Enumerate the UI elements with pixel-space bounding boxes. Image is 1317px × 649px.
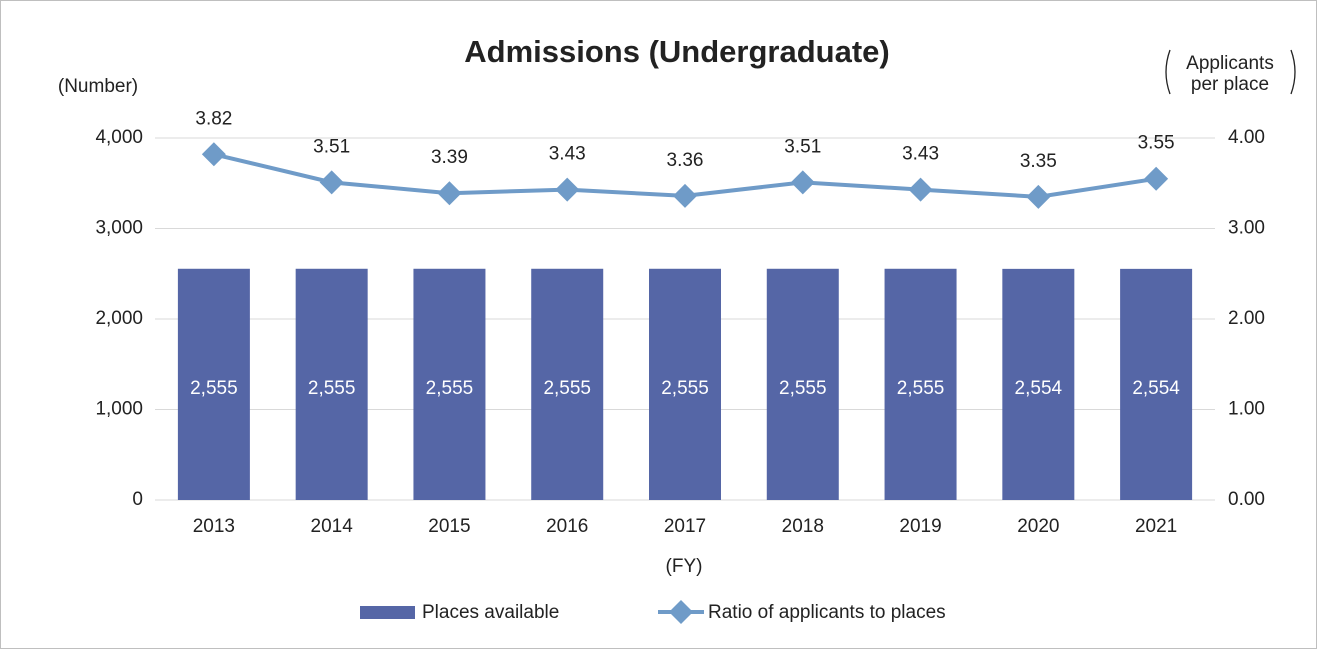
- bar: [177, 268, 250, 500]
- y2-tick-label: 2.00: [1228, 308, 1265, 329]
- bar: [1002, 268, 1075, 500]
- marker: [790, 170, 815, 195]
- x-tick-label: 2019: [899, 516, 941, 537]
- legend-swatch: [360, 606, 415, 619]
- x-tick-label: 2014: [311, 516, 354, 537]
- bar-value-label: 2,555: [897, 378, 945, 399]
- bar: [413, 268, 486, 500]
- y-tick-label: 3,000: [95, 218, 143, 239]
- x-tick-label: 2016: [546, 516, 588, 537]
- point-value-label: 3.35: [1020, 151, 1057, 172]
- marker: [201, 142, 226, 167]
- point-value-label: 3.43: [549, 144, 586, 165]
- y2-axis-label: Applicants: [1186, 53, 1274, 74]
- x-tick-label: 2013: [193, 516, 235, 537]
- x-tick-label: 2021: [1135, 516, 1177, 537]
- bar: [649, 268, 721, 500]
- y-tick-label: 4,000: [95, 127, 143, 148]
- bar-value-label: 2,555: [779, 378, 827, 399]
- bar-value-label: 2,555: [426, 378, 474, 399]
- y2-axis-label: per place: [1191, 74, 1269, 95]
- point-value-label: 3.55: [1138, 133, 1175, 154]
- bar-value-label: 2,555: [190, 378, 238, 399]
- y2-tick-label: 1.00: [1228, 399, 1265, 420]
- bar: [1120, 268, 1193, 500]
- bar-value-label: 2,554: [1132, 378, 1180, 399]
- bar-value-label: 2,555: [661, 378, 709, 399]
- legend-label: Ratio of applicants to places: [708, 602, 946, 623]
- point-value-label: 3.51: [313, 136, 350, 157]
- marker: [673, 183, 697, 208]
- chart-title: Admissions (Undergraduate): [464, 34, 889, 69]
- bar-value-label: 2,555: [543, 378, 591, 399]
- bar: [766, 268, 839, 500]
- x-tick-label: 2015: [428, 516, 470, 537]
- bar-value-label: 2,554: [1015, 378, 1063, 399]
- bar-value-label: 2,555: [308, 378, 356, 399]
- bar: [295, 268, 368, 500]
- legend-label: Places available: [422, 602, 559, 623]
- y-tick-label: 2,000: [95, 308, 143, 329]
- bracket: [1290, 49, 1296, 95]
- legend-swatch: [669, 600, 693, 624]
- x-tick-label: 2020: [1017, 516, 1059, 537]
- marker: [908, 177, 933, 202]
- x-tick-label: 2017: [664, 516, 706, 537]
- bar: [531, 268, 604, 500]
- marker: [1144, 166, 1169, 191]
- point-value-label: 3.43: [902, 144, 939, 165]
- bracket: [1165, 49, 1171, 95]
- y2-tick-label: 0.00: [1228, 489, 1265, 510]
- marker: [319, 170, 344, 195]
- point-value-label: 3.51: [784, 136, 821, 157]
- y-tick-label: 0: [132, 489, 143, 510]
- marker: [437, 181, 462, 206]
- point-value-label: 3.82: [195, 108, 232, 129]
- y2-tick-label: 4.00: [1228, 127, 1265, 148]
- marker: [555, 177, 580, 202]
- x-axis-label: (FY): [666, 556, 703, 577]
- marker: [1026, 184, 1051, 209]
- bar: [884, 268, 957, 500]
- x-tick-label: 2018: [782, 516, 824, 537]
- y-tick-label: 1,000: [95, 399, 143, 420]
- point-value-label: 3.39: [431, 147, 468, 168]
- point-value-label: 3.36: [667, 150, 704, 171]
- y-axis-label: (Number): [58, 76, 138, 97]
- y2-tick-label: 3.00: [1228, 218, 1265, 239]
